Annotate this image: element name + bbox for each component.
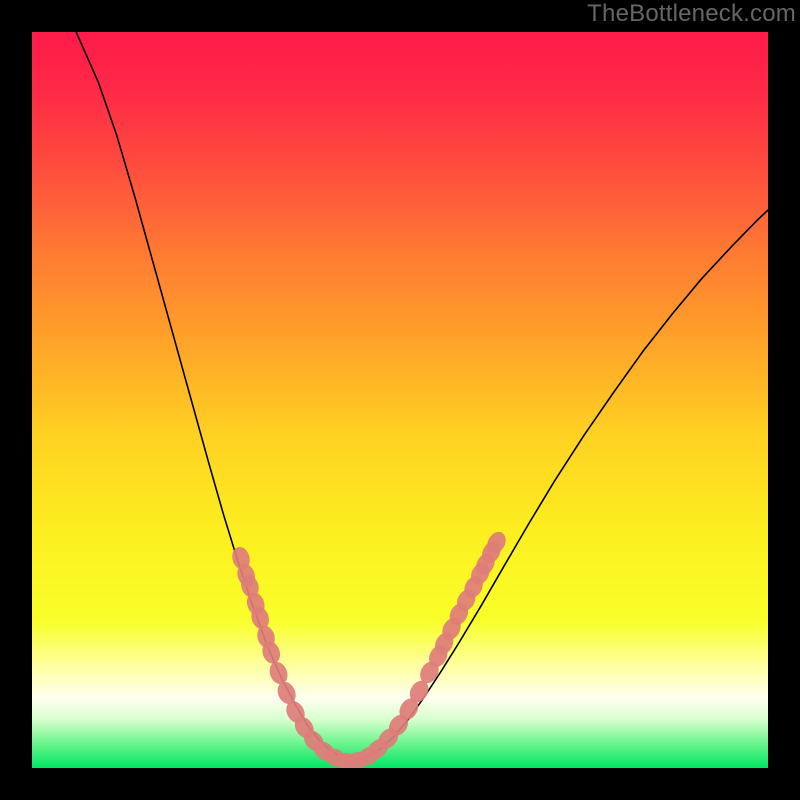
plot-svg [32, 32, 768, 768]
chart-frame: TheBottleneck.com [0, 0, 800, 800]
plot-area [32, 32, 768, 768]
gradient-background [32, 32, 768, 768]
watermark-text: TheBottleneck.com [587, 0, 796, 28]
